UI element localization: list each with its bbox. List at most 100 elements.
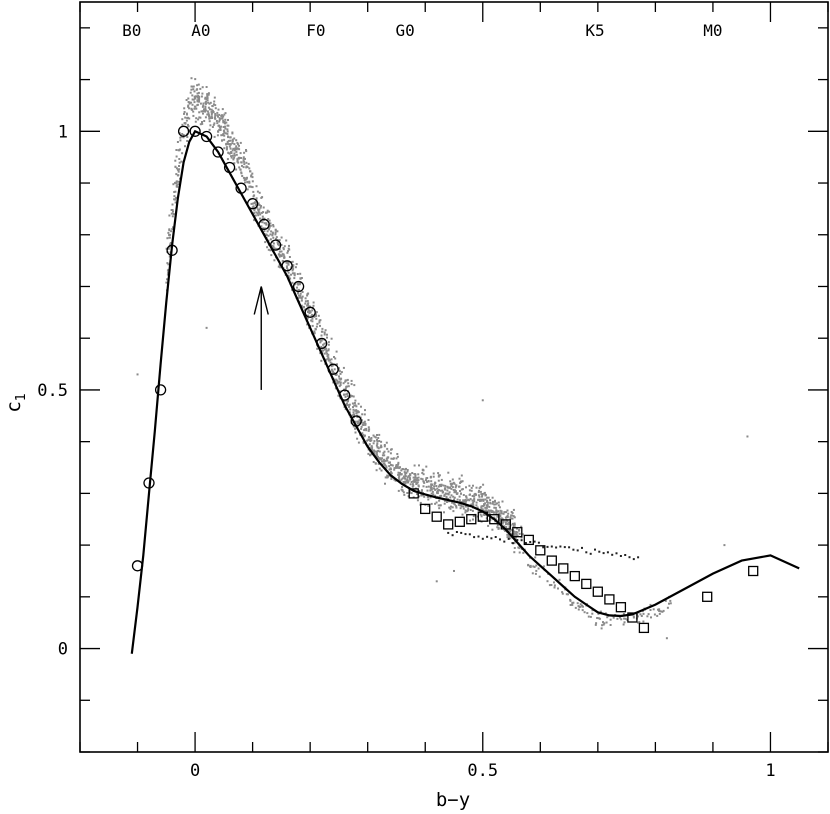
lower-dot — [598, 550, 601, 553]
scatter-point — [354, 431, 357, 434]
lower-dot — [550, 545, 553, 548]
scatter-point — [529, 564, 532, 567]
scatter-point — [214, 104, 217, 107]
scatter-point — [331, 364, 334, 367]
scatter-point — [323, 352, 326, 355]
scatter-point — [533, 566, 536, 568]
scatter-point — [268, 210, 271, 213]
scatter-point — [336, 379, 339, 382]
scatter-point — [589, 615, 592, 618]
scatter-point — [577, 608, 580, 611]
scatter-point — [372, 442, 375, 445]
scatter-point — [266, 209, 269, 212]
scatter-point — [427, 498, 430, 501]
lower-dot — [589, 552, 592, 555]
scatter-point — [414, 476, 417, 479]
scatter-point — [183, 111, 186, 113]
scatter-point — [459, 507, 462, 510]
lower-dot — [499, 538, 501, 541]
scatter-point — [178, 168, 181, 171]
scatter-point — [299, 294, 302, 297]
scatter-point — [232, 158, 235, 161]
scatter-point — [397, 489, 400, 492]
scatter-point — [366, 439, 369, 442]
scatter-point — [182, 134, 185, 136]
scatter-point — [472, 504, 475, 507]
scatter-point — [581, 609, 584, 612]
scatter-point — [506, 536, 509, 539]
scatter-point — [435, 485, 438, 487]
scatter-point — [642, 612, 645, 615]
scatter-point — [404, 475, 407, 478]
scatter-point — [204, 107, 207, 110]
scatter-point — [376, 442, 379, 445]
scatter-point — [319, 341, 322, 344]
scatter-point — [484, 494, 487, 497]
scatter-point — [427, 480, 430, 483]
scatter-point — [374, 462, 377, 465]
lower-dot — [628, 556, 631, 559]
scatter-point — [239, 168, 242, 171]
scatter-point — [382, 452, 385, 455]
scatter-point — [322, 343, 325, 346]
scatter-point — [207, 106, 210, 109]
square-marker — [627, 612, 638, 623]
scatter-point — [510, 514, 513, 517]
scatter-point — [225, 121, 228, 124]
scatter-point — [320, 339, 323, 342]
scatter-point — [597, 612, 600, 615]
scatter-point — [167, 263, 170, 266]
square-marker — [408, 488, 419, 499]
scatter-point — [472, 515, 475, 518]
scatter-point — [486, 499, 489, 502]
scatter-point — [553, 586, 556, 589]
scatter-point — [278, 253, 280, 256]
scatter-point — [603, 622, 606, 625]
scatter-point — [306, 300, 309, 302]
scatter-point — [279, 266, 282, 269]
scatter-point — [481, 508, 484, 511]
scatter-point — [221, 134, 224, 137]
scatter-point — [307, 303, 309, 306]
scatter-point — [430, 485, 433, 488]
scatter-point — [571, 603, 574, 606]
scatter-point — [274, 233, 277, 236]
scatter-point — [198, 116, 201, 119]
lower-dot — [494, 536, 497, 538]
scatter-point — [219, 129, 222, 131]
scatter-point — [505, 511, 508, 514]
scatter-point — [465, 496, 468, 499]
scatter-point — [409, 483, 412, 486]
scatter-point — [321, 349, 324, 352]
scatter-point — [379, 457, 382, 460]
scatter-point — [446, 486, 449, 489]
scatter-point — [206, 94, 209, 97]
scatter-point — [274, 231, 277, 234]
scatter-point — [187, 101, 190, 103]
circle-marker — [223, 161, 236, 174]
scatter-point — [291, 281, 294, 284]
scatter-point — [305, 315, 308, 318]
scatter-point — [531, 572, 534, 575]
scatter-point — [652, 608, 655, 611]
scatter-point — [481, 493, 484, 495]
scatter-point — [236, 159, 239, 162]
scatter-point — [252, 195, 255, 198]
scatter-point — [387, 450, 390, 453]
scatter-point — [370, 447, 373, 450]
scatter-point — [237, 157, 240, 160]
scatter-point — [504, 516, 507, 519]
scatter-point — [226, 130, 229, 133]
scatter-point — [445, 497, 448, 500]
scatter-point — [387, 461, 390, 464]
scatter-point — [265, 222, 268, 225]
scatter-point — [251, 206, 254, 209]
scatter-point — [204, 110, 207, 113]
lower-dot — [468, 533, 471, 536]
circle-marker — [304, 306, 316, 318]
x-axis-label: b−y — [436, 789, 470, 811]
scatter-point — [453, 569, 455, 572]
scatter-point — [471, 499, 474, 502]
scatter-point — [342, 366, 345, 369]
scatter-point — [363, 413, 366, 416]
